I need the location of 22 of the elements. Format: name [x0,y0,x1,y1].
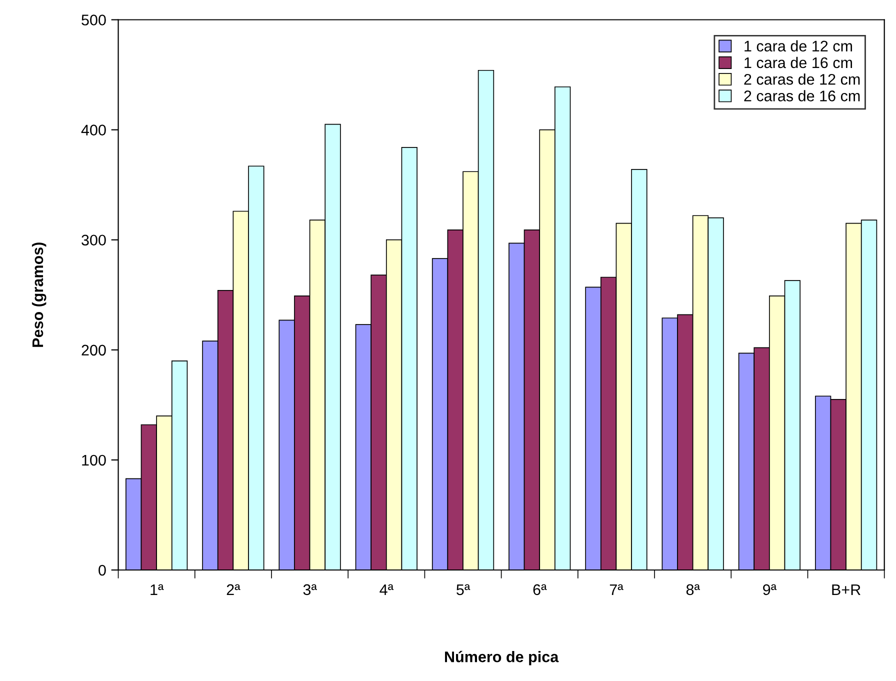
y-tick-label: 100 [82,454,106,466]
y-tick-label: 300 [82,234,106,246]
x-axis-title: Número de pica [445,650,559,666]
x-tick-label: 1ª [150,584,164,595]
y-axis-title: Peso (gramos) [32,242,46,347]
x-tick-label: 3ª [303,584,317,596]
x-tick-label: 7ª [610,584,624,595]
y-tick-label: 400 [81,124,106,136]
x-tick-label: 6ª [533,584,547,596]
y-tick-label: 200 [82,344,106,356]
y-tick-label: 0 [98,564,106,576]
x-tick-label: 5ª [456,584,470,596]
legend-label: 2 caras de 12 cm [744,74,860,85]
legend-label: 1 cara de 16 cm [744,56,852,68]
legend-label: 2 caras de 16 cm [744,90,860,102]
x-tick-label: 2ª [226,584,240,595]
x-tick-label: 9ª [763,584,777,596]
legend-label: 1 cara de 12 cm [744,40,852,52]
x-tick-label: 8ª [686,584,700,596]
x-tick-label: B+R [832,584,860,595]
y-tick-label: 500 [82,14,106,26]
x-tick-label: 4ª [380,584,394,595]
